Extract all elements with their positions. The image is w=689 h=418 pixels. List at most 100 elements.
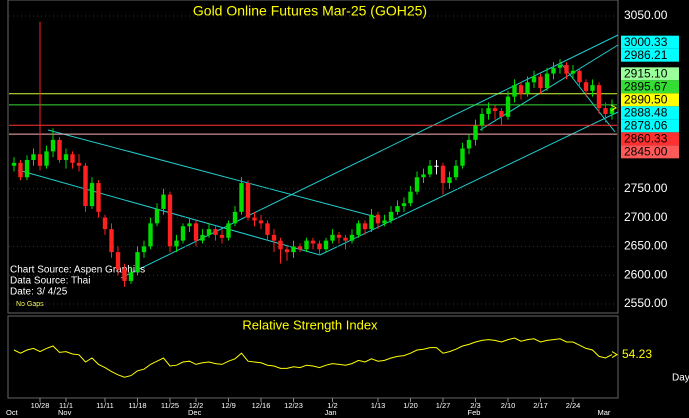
candle-body <box>24 160 30 178</box>
level-label-box <box>621 132 679 146</box>
candle-body <box>408 191 413 204</box>
candle-body <box>206 229 212 235</box>
x-tick-label: 11/11 <box>96 401 114 410</box>
candle-body <box>148 223 153 247</box>
candle-body <box>583 82 589 91</box>
level-label: 2878.06 <box>624 119 668 133</box>
candle-body <box>109 229 114 253</box>
x-tick-label: 1/20 <box>403 401 418 410</box>
candle-body <box>531 76 537 83</box>
candle-body <box>102 217 108 230</box>
candle-body <box>96 183 101 212</box>
candle-body <box>161 194 166 209</box>
candle-body <box>486 108 491 114</box>
level-label-box <box>621 145 679 159</box>
month-label: Jan <box>325 408 337 417</box>
candle-body <box>141 246 147 253</box>
x-tick-label: 12/2 <box>189 401 204 410</box>
level-label: 3000.33 <box>624 35 668 49</box>
candle-body <box>479 113 485 126</box>
candle-body <box>70 154 75 163</box>
level-label-box <box>621 67 679 81</box>
level-label-box <box>621 106 679 120</box>
candle-body <box>414 177 420 192</box>
candle-body <box>18 162 23 178</box>
candle-body <box>369 214 374 230</box>
candle-body <box>167 194 173 247</box>
candle-body <box>187 223 192 227</box>
candle-body <box>609 107 615 114</box>
candle-body <box>258 220 264 224</box>
candle-body <box>122 269 127 281</box>
candle-body <box>154 208 160 224</box>
y-tick-label: 3050.00 <box>624 8 668 22</box>
candle-body <box>525 82 530 94</box>
candle-body <box>291 246 296 253</box>
candle-body <box>564 64 569 74</box>
candle-body <box>401 203 407 207</box>
candle-body <box>570 70 576 74</box>
price-panel <box>7 0 619 314</box>
candle-body <box>323 240 329 250</box>
x-tick-label: 2/24 <box>566 401 581 410</box>
rsi-title: Relative Strength Index <box>242 317 378 332</box>
candle-body <box>213 229 218 235</box>
candle-body <box>245 183 251 218</box>
candle-body <box>551 67 556 74</box>
y-tick-label: 2700.00 <box>624 210 668 224</box>
candle-body <box>434 165 439 167</box>
candle-body <box>362 223 368 230</box>
last-value-label: 54.23 <box>622 347 652 361</box>
rsi-line <box>13 337 613 378</box>
candle-body <box>460 148 465 166</box>
candle-body <box>375 214 381 224</box>
candle-body <box>453 165 459 178</box>
candle-body <box>473 125 478 140</box>
candle-body <box>590 85 595 91</box>
x-tick-label: 10/28 <box>31 401 50 410</box>
level-label: 2845.00 <box>624 145 668 159</box>
candle-body <box>174 240 179 247</box>
candle-body <box>284 249 290 253</box>
candle-body <box>31 154 36 160</box>
candle-body <box>226 223 231 238</box>
candle-body <box>421 174 426 178</box>
level-label: 2895.67 <box>624 80 668 94</box>
candle-body <box>50 139 56 152</box>
level-label: 2915.10 <box>624 67 668 81</box>
candle-body <box>505 96 511 117</box>
candle-body <box>356 223 361 235</box>
y-tick-label: 2650.00 <box>624 239 668 253</box>
chart-title: Gold Online Futures Mar-25 (GOH25) <box>193 3 427 19</box>
x-tick-label: 12/9 <box>221 401 236 410</box>
candle-body <box>603 108 608 114</box>
y-tick-label: 2550.00 <box>624 296 668 310</box>
candle-body <box>304 240 309 250</box>
candle-body <box>37 154 43 166</box>
candle-body <box>330 234 335 241</box>
candle-body <box>115 252 121 270</box>
month-label: Nov <box>58 408 72 417</box>
candle-body <box>492 108 498 112</box>
candle-body <box>427 165 433 175</box>
candle-body <box>336 234 342 238</box>
x-axis-label: Day <box>672 373 689 384</box>
candle-body <box>252 217 257 221</box>
candle-body <box>278 240 283 250</box>
level-label-box <box>621 80 679 94</box>
candle-body <box>239 183 244 212</box>
trendline <box>319 111 619 256</box>
x-tick-label: 1/2 <box>327 401 337 410</box>
candle-body <box>557 64 563 68</box>
level-label-box <box>621 35 679 49</box>
rsi-panel <box>7 315 619 399</box>
annotation: Date: 3/ 4/25 <box>10 287 68 298</box>
x-tick-label: 11/1 <box>59 401 73 410</box>
level-label-box <box>621 48 679 62</box>
candle-body <box>297 246 303 250</box>
candle-body <box>193 223 199 241</box>
candle-body <box>310 240 316 244</box>
candle-body <box>135 252 140 273</box>
